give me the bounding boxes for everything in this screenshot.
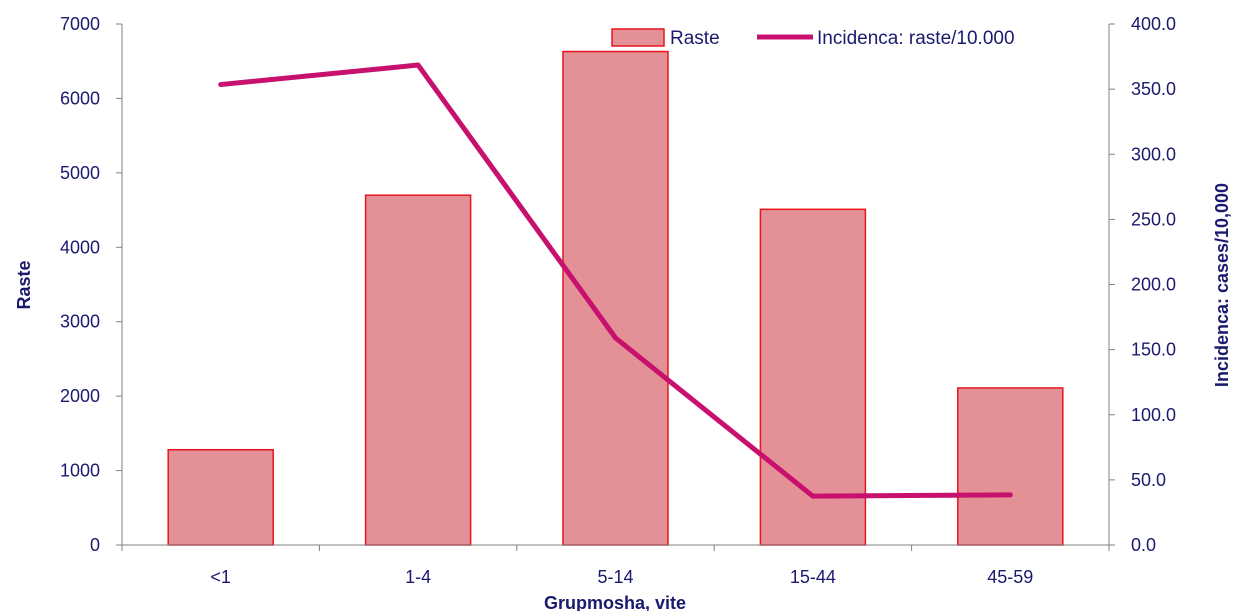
x-tick-label: 45-59 bbox=[987, 567, 1033, 587]
x-tick-label: 1-4 bbox=[405, 567, 431, 587]
bar bbox=[364, 194, 472, 546]
y-tick-label: 1000 bbox=[60, 461, 100, 481]
x-tick-label: 15-44 bbox=[790, 567, 836, 587]
y-tick-label: 3000 bbox=[60, 312, 100, 332]
legend-swatch-raste bbox=[611, 28, 665, 47]
y-tick-label: 2000 bbox=[60, 386, 100, 406]
y2-tick-label: 150.0 bbox=[1131, 340, 1176, 360]
y-tick-label: 0 bbox=[90, 535, 100, 555]
axes bbox=[121, 24, 1110, 546]
y2-tick-label: 300.0 bbox=[1131, 144, 1176, 164]
bar bbox=[167, 448, 274, 546]
y2-axis-title: Incidenca: cases/10,000 bbox=[1212, 183, 1232, 387]
x-axis-ticks: <1 1-4 5-14 15-44 45-59 bbox=[121, 545, 1110, 587]
bar bbox=[562, 50, 669, 546]
y2-tick-label: 0.0 bbox=[1131, 535, 1156, 555]
y-tick-label: 6000 bbox=[60, 88, 100, 108]
x-tick-label: 5-14 bbox=[597, 567, 633, 587]
y2-tick-label: 100.0 bbox=[1131, 405, 1176, 425]
y-axis-ticks: 0 1000 2000 3000 4000 5000 6000 7000 bbox=[60, 14, 122, 555]
legend-label-incidenca: Incidenca: raste/10.000 bbox=[817, 28, 1015, 49]
y-tick-label: 7000 bbox=[60, 14, 100, 34]
x-tick-label: <1 bbox=[210, 567, 231, 587]
y2-tick-label: 400.0 bbox=[1131, 14, 1176, 34]
y2-tick-label: 350.0 bbox=[1131, 79, 1176, 99]
y2-tick-label: 250.0 bbox=[1131, 209, 1176, 229]
legend-label-raste: Raste bbox=[670, 28, 720, 49]
y-tick-label: 5000 bbox=[60, 163, 100, 183]
y-axis-title: Raste bbox=[14, 260, 34, 309]
bar-series bbox=[167, 50, 1064, 546]
y-tick-label: 4000 bbox=[60, 237, 100, 257]
bar bbox=[759, 208, 867, 546]
bar bbox=[957, 387, 1064, 546]
legend: Raste Incidenca: raste/10.000 bbox=[611, 28, 1015, 49]
incidence-line bbox=[218, 62, 1013, 499]
y2-axis-ticks: 0.0 50.0 100.0 150.0 200.0 250.0 300.0 350.0 400… bbox=[1109, 14, 1176, 555]
line-series bbox=[218, 62, 1013, 499]
x-axis-title: Grupmosha, vite bbox=[544, 593, 686, 611]
y2-tick-label: 200.0 bbox=[1131, 275, 1176, 295]
y2-tick-label: 50.0 bbox=[1131, 470, 1166, 490]
